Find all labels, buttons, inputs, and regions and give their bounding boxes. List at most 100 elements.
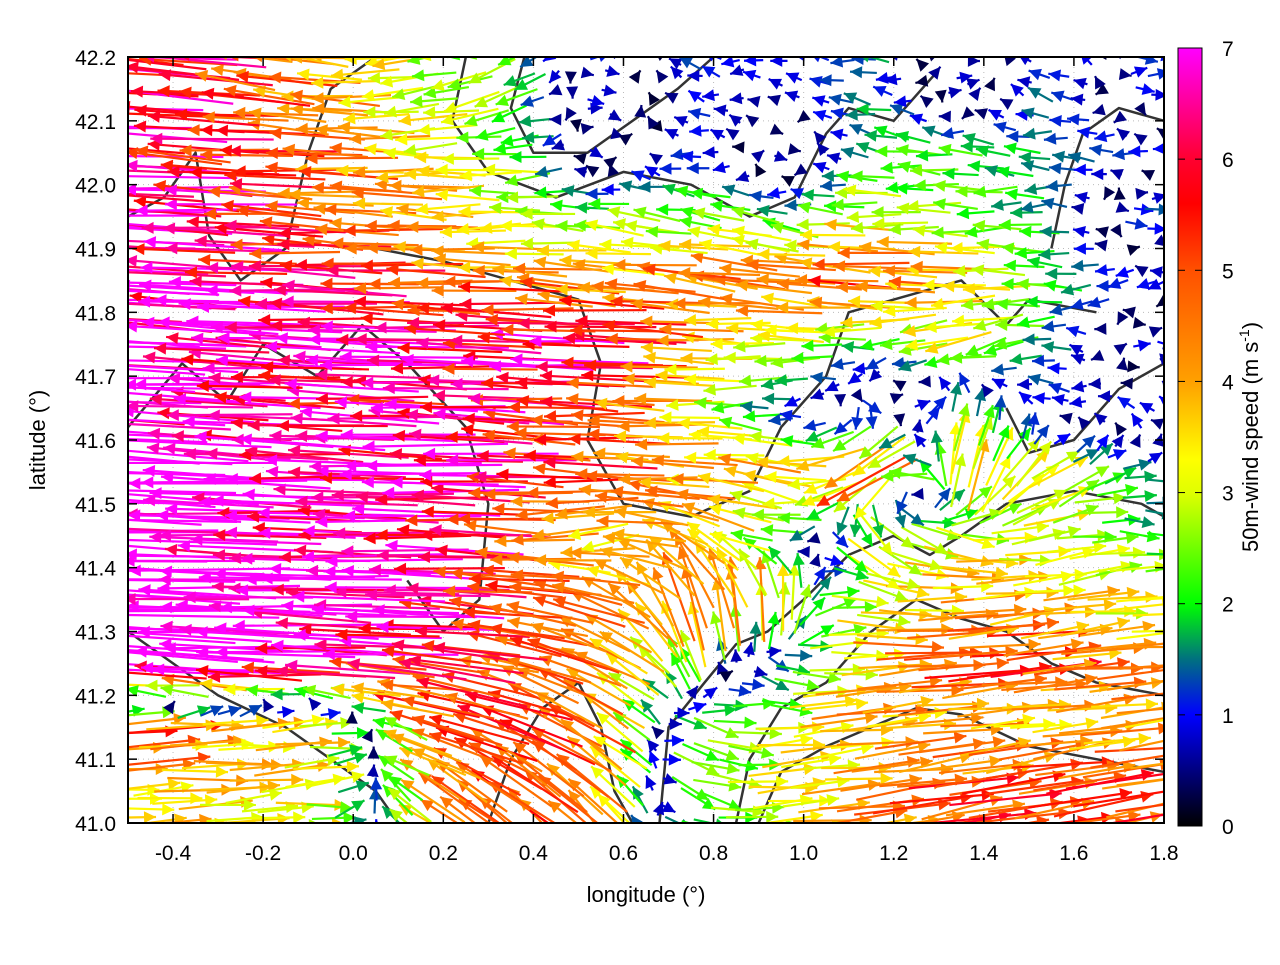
wind-arrow [1071,354,1085,365]
wind-arrow-head [431,245,443,257]
wind-arrow-head [68,581,80,593]
wind-arrow [925,332,991,354]
wind-arrow-shaft [749,824,798,829]
wind-arrow-head [901,536,914,548]
wind-arrow-head [449,596,462,608]
wind-arrow [1049,383,1070,394]
wind-arrow-head [288,398,300,410]
wind-arrow [368,747,380,759]
wind-arrow [1061,284,1091,296]
wind-arrow-head [853,464,866,476]
wind-arrow-head [694,397,706,409]
wind-arrow-head [1133,547,1145,559]
wind-arrow-head [1164,786,1177,798]
wind-arrow-head [688,226,701,238]
wind-arrow-shaft [197,386,303,388]
wind-arrow-head [763,698,775,710]
wind-arrow-head [908,246,920,258]
wind-arrow [1120,530,1160,542]
wind-arrow [1130,434,1141,447]
wind-arrow-head [950,352,962,364]
wind-arrow [1071,260,1099,272]
wind-arrow-head [1125,484,1138,496]
wind-arrow [1133,340,1150,352]
wind-arrow-head [752,678,765,690]
wind-arrow-head [924,356,937,368]
wind-arrow [866,358,886,369]
wind-arrow-head [1016,278,1028,290]
wind-arrow-head [876,596,889,608]
wind-arrow-head [1094,323,1106,335]
wind-arrow-head [851,389,863,402]
wind-arrow-head [1045,268,1057,280]
wind-arrow-head [913,225,926,237]
wind-arrow [918,657,1008,670]
wind-arrow [899,343,948,355]
wind-arrow-head [942,280,954,292]
wind-arrow [893,413,905,426]
wind-arrow-head [328,708,341,720]
wind-arrow-shaft [365,465,502,466]
wind-arrow-head [736,305,748,317]
wind-arrow-head [934,707,946,719]
wind-arrow-shaft [344,229,443,231]
wind-arrow-head [786,322,798,334]
wind-arrow [730,649,742,662]
wind-arrow-head [109,534,121,546]
wind-arrow-head [581,369,593,381]
wind-arrow-head [647,739,659,752]
wind-arrow [684,373,747,385]
wind-arrow-head [924,321,936,333]
wind-arrow-head [373,717,386,729]
wind-arrow-head [834,394,846,406]
wind-arrow-head [810,372,823,384]
wind-arrow-head [141,476,153,488]
wind-arrow-head [369,564,381,576]
wind-arrow-head [1127,360,1139,372]
wind-arrow-head [542,512,554,524]
wind-arrow [912,420,924,433]
wind-arrow-head [187,216,199,228]
wind-arrow-head [1159,396,1172,408]
wind-arrow-head [49,616,61,628]
wind-arrow-head [1089,378,1101,390]
wind-arrow-head [866,416,878,429]
wind-arrow [863,400,881,413]
wind-arrow [1154,235,1167,247]
wind-arrow-shaft [442,369,537,370]
wind-arrow-head [938,488,950,501]
wind-arrow-head [163,223,175,235]
wind-arrow-head [228,582,240,594]
wind-arrow-head [309,698,321,711]
wind-arrow [1017,378,1032,390]
wind-arrow [352,702,386,714]
wind-arrow-head [216,766,228,778]
wind-arrow-head [622,373,634,385]
wind-arrow-shaft [363,444,508,447]
wind-arrow-head [983,405,994,418]
wind-arrow-head [338,737,350,749]
wind-arrow [703,688,717,700]
wind-arrow [1095,264,1115,276]
wind-arrow [1025,584,1086,596]
wind-arrow-head [231,239,243,251]
wind-arrow [785,650,812,662]
wind-arrow-shaft [1095,747,1192,752]
wind-arrow-head [63,636,75,648]
wind-arrow-head [112,354,124,366]
wind-arrow-head [104,643,116,655]
wind-arrow-head [1118,397,1131,409]
wind-arrow [1112,435,1124,448]
wind-arrow-head [621,237,634,249]
wind-arrow-shaft [126,406,253,408]
wind-arrow-head [776,776,788,788]
wind-arrow-head [124,379,136,391]
wind-arrow-head [548,801,561,813]
wind-arrow-head [1135,266,1148,277]
wind-arrow-shaft [38,658,211,669]
wind-arrow-head [46,555,58,567]
wind-arrow-head [1060,413,1073,425]
wind-arrow-head [797,239,810,251]
wind-arrow-head [142,222,154,234]
wind-arrow [1118,397,1135,409]
